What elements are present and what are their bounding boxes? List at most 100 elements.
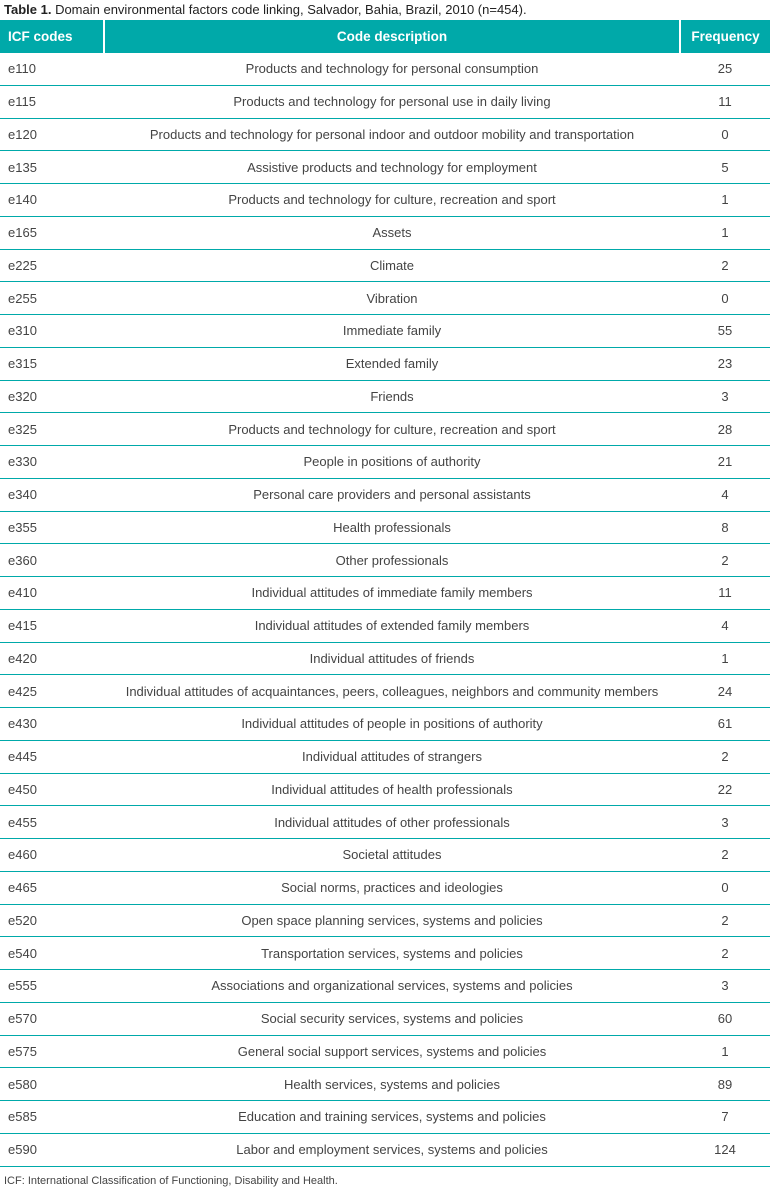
cell-code: e255 bbox=[0, 281, 104, 315]
cell-frequency: 11 bbox=[680, 576, 770, 610]
table-row: e355 Health professionals 8 bbox=[0, 511, 770, 545]
table-row: e540 Transportation services, systems and… bbox=[0, 936, 770, 970]
cell-code: e360 bbox=[0, 543, 104, 577]
cell-code: e310 bbox=[0, 314, 104, 348]
cell-description: Labor and employment services, systems a… bbox=[104, 1133, 680, 1167]
table-row: e410 Individual attitudes of immediate fa… bbox=[0, 576, 770, 610]
table-row: e430 Individual attitudes of people in po… bbox=[0, 707, 770, 741]
cell-code: e590 bbox=[0, 1133, 104, 1167]
cell-frequency: 8 bbox=[680, 511, 770, 545]
table-row: e555 Associations and organizational serv… bbox=[0, 969, 770, 1003]
cell-frequency: 23 bbox=[680, 347, 770, 381]
table-row: e325 Products and technology for culture,… bbox=[0, 412, 770, 446]
cell-frequency: 60 bbox=[680, 1002, 770, 1036]
cell-description: Open space planning services, systems an… bbox=[104, 904, 680, 938]
table-row: e450 Individual attitudes of health profe… bbox=[0, 773, 770, 807]
header-icf-codes: ICF codes bbox=[0, 20, 104, 53]
cell-description: Health professionals bbox=[104, 511, 680, 545]
cell-frequency: 21 bbox=[680, 445, 770, 479]
table-row: e135 Assistive products and technology fo… bbox=[0, 150, 770, 184]
cell-code: e585 bbox=[0, 1100, 104, 1134]
cell-frequency: 1 bbox=[680, 216, 770, 250]
cell-code: e460 bbox=[0, 838, 104, 872]
cell-description: Individual attitudes of other profession… bbox=[104, 805, 680, 839]
cell-description: Individual attitudes of health professio… bbox=[104, 773, 680, 807]
cell-frequency: 2 bbox=[680, 838, 770, 872]
cell-frequency: 11 bbox=[680, 85, 770, 119]
cell-code: e340 bbox=[0, 478, 104, 512]
cell-frequency: 2 bbox=[680, 936, 770, 970]
cell-code: e330 bbox=[0, 445, 104, 479]
cell-description: Transportation services, systems and pol… bbox=[104, 936, 680, 970]
cell-frequency: 1 bbox=[680, 183, 770, 217]
cell-code: e555 bbox=[0, 969, 104, 1003]
cell-frequency: 124 bbox=[680, 1133, 770, 1167]
table-caption: Table 1. Domain environmental factors co… bbox=[4, 2, 527, 17]
cell-description: Immediate family bbox=[104, 314, 680, 348]
cell-frequency: 61 bbox=[680, 707, 770, 741]
table-row: e465 Social norms, practices and ideologi… bbox=[0, 871, 770, 905]
cell-description: Products and technology for personal use… bbox=[104, 85, 680, 119]
table-row: e455 Individual attitudes of other profes… bbox=[0, 805, 770, 839]
table-row: e585 Education and training services, sys… bbox=[0, 1100, 770, 1134]
cell-code: e425 bbox=[0, 674, 104, 708]
table-title: Domain environmental factors code linkin… bbox=[51, 2, 527, 17]
cell-code: e110 bbox=[0, 53, 104, 86]
cell-frequency: 24 bbox=[680, 674, 770, 708]
cell-frequency: 3 bbox=[680, 380, 770, 414]
table-row: e225 Climate 2 bbox=[0, 249, 770, 283]
table-row: e330 People in positions of authority 21 bbox=[0, 445, 770, 479]
cell-description: Individual attitudes of friends bbox=[104, 642, 680, 676]
cell-description: Health services, systems and policies bbox=[104, 1067, 680, 1101]
table-row: e520 Open space planning services, system… bbox=[0, 904, 770, 938]
cell-code: e115 bbox=[0, 85, 104, 119]
table-row: e580 Health services, systems and policie… bbox=[0, 1067, 770, 1101]
table-row: e110 Products and technology for personal… bbox=[0, 53, 770, 86]
cell-frequency: 22 bbox=[680, 773, 770, 807]
cell-code: e450 bbox=[0, 773, 104, 807]
table-row: e575 General social support services, sys… bbox=[0, 1035, 770, 1069]
cell-description: Friends bbox=[104, 380, 680, 414]
cell-frequency: 4 bbox=[680, 609, 770, 643]
cell-frequency: 1 bbox=[680, 642, 770, 676]
table-row: e310 Immediate family 55 bbox=[0, 314, 770, 348]
cell-description: Individual attitudes of immediate family… bbox=[104, 576, 680, 610]
cell-frequency: 5 bbox=[680, 150, 770, 184]
table-row: e420 Individual attitudes of friends 1 bbox=[0, 642, 770, 676]
table-row: e320 Friends 3 bbox=[0, 380, 770, 414]
table-row: e415 Individual attitudes of extended fam… bbox=[0, 609, 770, 643]
table-row: e115 Products and technology for personal… bbox=[0, 85, 770, 119]
cell-description: Social security services, systems and po… bbox=[104, 1002, 680, 1036]
cell-code: e120 bbox=[0, 118, 104, 152]
cell-code: e540 bbox=[0, 936, 104, 970]
table-row: e445 Individual attitudes of strangers 2 bbox=[0, 740, 770, 774]
table-row: e140 Products and technology for culture,… bbox=[0, 183, 770, 217]
cell-frequency: 2 bbox=[680, 249, 770, 283]
cell-code: e455 bbox=[0, 805, 104, 839]
cell-code: e165 bbox=[0, 216, 104, 250]
cell-description: Other professionals bbox=[104, 543, 680, 577]
cell-description: Products and technology for culture, rec… bbox=[104, 412, 680, 446]
cell-description: Products and technology for personal con… bbox=[104, 53, 680, 86]
cell-description: Vibration bbox=[104, 281, 680, 315]
table-label: Table 1. bbox=[4, 2, 52, 17]
cell-frequency: 3 bbox=[680, 805, 770, 839]
cell-description: Societal attitudes bbox=[104, 838, 680, 872]
cell-description: Climate bbox=[104, 249, 680, 283]
cell-code: e325 bbox=[0, 412, 104, 446]
cell-frequency: 55 bbox=[680, 314, 770, 348]
cell-code: e140 bbox=[0, 183, 104, 217]
table-row: e315 Extended family 23 bbox=[0, 347, 770, 381]
cell-description: Individual attitudes of acquaintances, p… bbox=[104, 674, 680, 708]
cell-frequency: 0 bbox=[680, 118, 770, 152]
table-row: e165 Assets 1 bbox=[0, 216, 770, 250]
header-row: ICF codes Code description Frequency bbox=[0, 20, 770, 53]
cell-code: e520 bbox=[0, 904, 104, 938]
cell-frequency: 28 bbox=[680, 412, 770, 446]
cell-frequency: 7 bbox=[680, 1100, 770, 1134]
cell-code: e420 bbox=[0, 642, 104, 676]
cell-frequency: 2 bbox=[680, 543, 770, 577]
cell-description: Associations and organizational services… bbox=[104, 969, 680, 1003]
table-row: e340 Personal care providers and personal… bbox=[0, 478, 770, 512]
cell-description: Extended family bbox=[104, 347, 680, 381]
